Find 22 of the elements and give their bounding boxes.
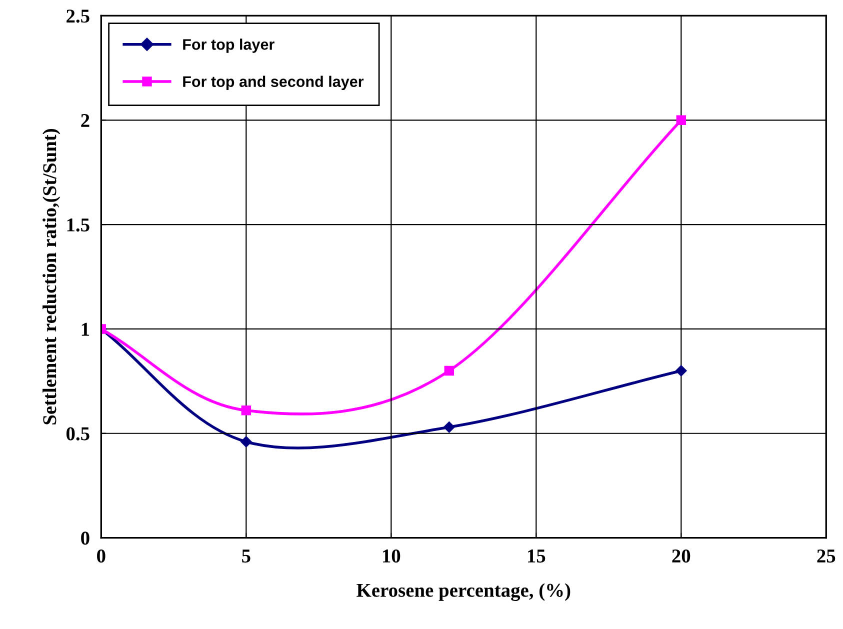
x-tick-label: 15 (528, 550, 546, 563)
x-tick-label: 0 (97, 549, 106, 563)
point (444, 422, 455, 433)
point (676, 365, 687, 376)
point (444, 366, 454, 376)
y-tick-label: 0 (81, 532, 90, 545)
point (676, 115, 686, 125)
y-tick-label: 1 (82, 322, 90, 336)
x-tick-label: 25 (817, 550, 836, 563)
point (240, 436, 252, 448)
y-axis-title: Settlement reduction ratio,(St/Sunt) (42, 128, 60, 424)
y-tick-label: 0.5 (66, 427, 90, 440)
legend-label: For top layer (183, 38, 274, 53)
y-tick-label: 2.5 (66, 10, 90, 23)
x-tick-label: 5 (242, 550, 250, 563)
point (241, 406, 252, 416)
x-tick-label: 20 (672, 549, 690, 563)
x-tick-label: 10 (382, 549, 400, 563)
y-tick-label: 2 (81, 114, 90, 127)
legend-label: For top and second layer (183, 76, 364, 90)
y-tick-label: 1.5 (67, 218, 90, 232)
x-axis-title: Kerosene percentage, (%) (356, 583, 570, 601)
